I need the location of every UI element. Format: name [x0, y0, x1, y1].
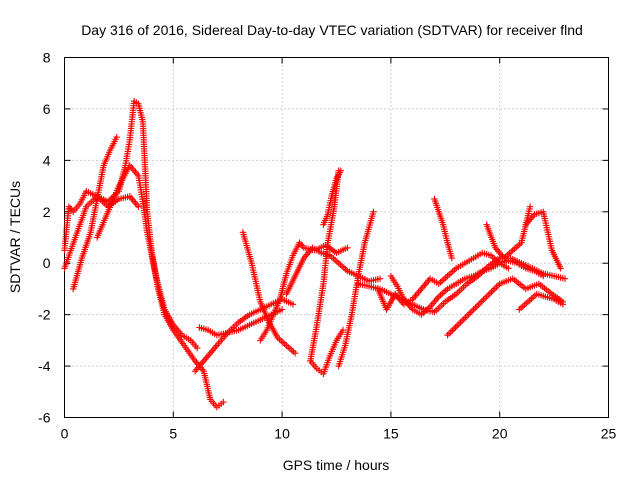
data-point-sat-g [291, 350, 299, 357]
y-tick-label: 6 [43, 101, 51, 117]
trace-marker-sat-r [481, 295, 489, 302]
trace-marker-sat-r [480, 296, 487, 304]
data-point-sat-s [526, 203, 534, 210]
tick-labels: 0 5 10 15 20 25 -6 -4 -2 0 2 4 6 8 [38, 50, 616, 442]
y-tick-label: 8 [43, 50, 51, 66]
trace-marker-sat-r [454, 322, 461, 329]
trace-marker-sat-r [472, 304, 479, 312]
data-point-sat-i [376, 275, 384, 282]
data-markers [61, 98, 569, 411]
y-tick-label: -6 [38, 410, 51, 426]
data-point-sat-r [457, 319, 464, 326]
data-point-sat-p [540, 272, 547, 280]
x-tick-label: 25 [601, 426, 617, 442]
plot-area-border [64, 57, 609, 418]
trace-marker-sat-r [491, 285, 499, 292]
data-point-sat-e [278, 306, 286, 313]
data-point-sat-q [448, 254, 456, 262]
data-point-sat-c [113, 134, 120, 141]
trace-marker-sat-r [458, 317, 466, 324]
trace-marker-sat-r [468, 307, 476, 315]
chart-title: Day 316 of 2016, Sidereal Day-to-day VTE… [81, 22, 583, 38]
data-point-sat-h [344, 244, 351, 251]
data-point-sat-t [559, 301, 567, 308]
x-tick-label: 0 [61, 426, 69, 442]
trace-marker-sat-r [488, 288, 495, 296]
x-tick-label: 5 [169, 426, 177, 442]
data-point-sat-r [483, 293, 490, 300]
y-tick-label: 2 [43, 204, 51, 220]
y-tick-label: -4 [38, 358, 51, 374]
y-tick-label: -2 [38, 307, 51, 323]
y-tick-label: 4 [43, 152, 51, 168]
axis-ticks [64, 57, 609, 418]
y-tick-label: 0 [43, 255, 51, 271]
trace-marker-sat-r [455, 320, 463, 328]
data-point-sat-m [370, 208, 377, 215]
trace-marker-sat-r [462, 314, 469, 321]
data-point-sat-r [444, 332, 451, 339]
trace-marker-sat-r [450, 325, 458, 332]
data-point-sat-k [339, 326, 347, 334]
data-point-sat-l [337, 167, 345, 174]
data-point-sat-a [220, 398, 227, 406]
trace-marker-sat-r [465, 311, 472, 318]
trace-marker-sat-r [486, 290, 494, 297]
trace-marker-sat-r [478, 298, 485, 305]
trace-marker-sat-r [449, 327, 456, 334]
data-point-sat-b [135, 203, 142, 210]
data-point-sat-d [194, 344, 201, 352]
trace-marker-sat-r [493, 283, 500, 291]
x-tick-label: 20 [492, 426, 508, 442]
data-point-sat-o [505, 265, 512, 272]
data-point-sat-n [561, 275, 569, 282]
x-tick-label: 15 [383, 426, 399, 442]
data-point-sat-f [289, 301, 297, 308]
trace-marker-sat-r [460, 315, 467, 323]
trace-marker-sat-r [475, 301, 482, 308]
trace-marker-sat-r [489, 287, 497, 294]
trace-marker-sat-r [445, 330, 453, 337]
data-point-sat-r [470, 306, 477, 313]
trace-marker-sat-r [463, 312, 471, 320]
y-axis-label: SDTVAR / TECUs [7, 181, 23, 293]
data-point-sat-u [557, 265, 564, 272]
x-tick-label: 10 [274, 426, 290, 442]
trace-marker-sat-r [485, 291, 492, 299]
trace-marker-sat-r [452, 323, 459, 331]
trace-marker-sat-r [447, 328, 454, 336]
x-axis-label: GPS time / hours [283, 457, 390, 473]
trace-marker-sat-r [473, 303, 481, 310]
trace-marker-sat-r [476, 299, 484, 307]
